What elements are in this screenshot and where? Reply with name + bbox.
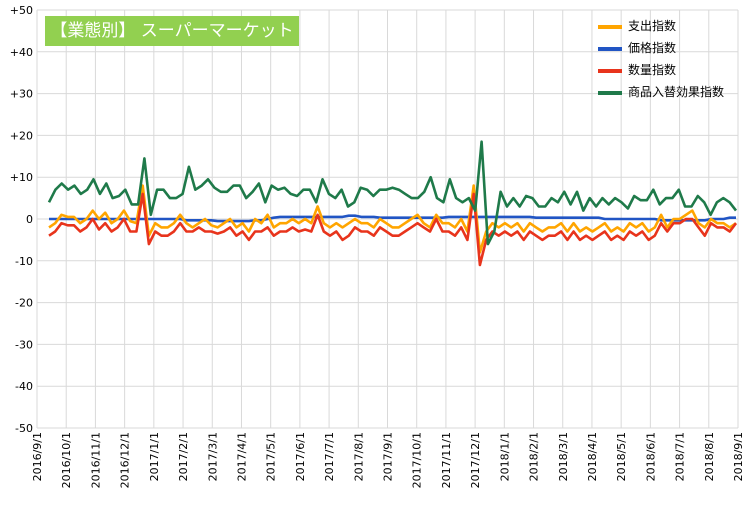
legend-swatch-replacement bbox=[598, 91, 622, 95]
legend-swatch-quantity bbox=[598, 69, 622, 73]
series-line-1 bbox=[49, 214, 736, 223]
legend-item-quantity: 数量指数 bbox=[598, 62, 738, 84]
x-tick-label: 2018/7/1 bbox=[674, 432, 687, 481]
legend-item-expenditure: 支出指数 bbox=[598, 18, 738, 40]
y-tick-label: 0 bbox=[26, 213, 33, 226]
x-tick-label: 2018/1/1 bbox=[498, 432, 511, 481]
x-tick-label: 2017/7/1 bbox=[323, 432, 336, 481]
y-tick-label: -10 bbox=[15, 255, 33, 268]
y-tick-label: -40 bbox=[15, 380, 33, 393]
x-tick-label: 2018/9/1 bbox=[732, 432, 742, 481]
x-tick-label: 2016/11/1 bbox=[89, 432, 102, 488]
x-tick-label: 2017/2/1 bbox=[177, 432, 190, 481]
legend-label-quantity: 数量指数 bbox=[628, 63, 677, 77]
x-tick-label: 2017/11/1 bbox=[440, 432, 453, 488]
y-tick-label: +10 bbox=[10, 171, 33, 184]
x-tick-label: 2016/12/1 bbox=[119, 432, 132, 488]
series-line-2 bbox=[48, 192, 738, 267]
x-tick-label: 2018/3/1 bbox=[557, 432, 570, 481]
y-tick-label: -30 bbox=[15, 338, 33, 351]
legend-swatch-price bbox=[598, 47, 622, 51]
x-tick-label: 2017/12/1 bbox=[469, 432, 482, 488]
y-tick-label: +30 bbox=[10, 88, 33, 101]
y-tick-label: -50 bbox=[15, 422, 33, 435]
x-tick-label: 2017/9/1 bbox=[382, 432, 395, 481]
x-tick-label: 2016/10/1 bbox=[60, 432, 73, 488]
series-line-3 bbox=[47, 140, 738, 246]
legend-label-replacement: 商品入替効果指数 bbox=[628, 85, 725, 99]
x-tick-label: 2017/5/1 bbox=[265, 432, 278, 481]
x-tick-label: 2017/6/1 bbox=[294, 432, 307, 481]
legend-swatch-expenditure bbox=[598, 25, 622, 29]
series-lines bbox=[47, 140, 738, 267]
x-tick-label: 2016/9/1 bbox=[31, 432, 44, 481]
y-tick-label: +40 bbox=[10, 46, 33, 59]
legend: 支出指数 価格指数 数量指数 商品入替効果指数 bbox=[598, 18, 738, 106]
x-tick-label: 2017/8/1 bbox=[352, 432, 365, 481]
legend-label-price: 価格指数 bbox=[628, 41, 677, 55]
y-axis-ticks: +50 +40 +30 +20 +10 0 -10 -20 -30 -40 -50 bbox=[10, 4, 33, 435]
chart-title: 【業態別】 スーパーマーケット bbox=[50, 21, 294, 41]
x-tick-label: 2017/4/1 bbox=[235, 432, 248, 481]
legend-item-price: 価格指数 bbox=[598, 40, 738, 62]
x-tick-label: 2018/8/1 bbox=[703, 432, 716, 481]
x-tick-label: 2018/4/1 bbox=[586, 432, 599, 481]
x-tick-label: 2017/3/1 bbox=[206, 432, 219, 481]
legend-item-replacement: 商品入替効果指数 bbox=[598, 84, 738, 106]
y-tick-label: -20 bbox=[15, 297, 33, 310]
y-tick-label: +20 bbox=[10, 129, 33, 142]
chart-title-box: 【業態別】 スーパーマーケット bbox=[45, 16, 299, 46]
x-tick-label: 2018/5/1 bbox=[615, 432, 628, 481]
x-axis-ticks: 2016/9/1 2016/10/1 2016/11/1 2016/12/1 2017/… bbox=[31, 432, 742, 488]
x-tick-label: 2017/1/1 bbox=[148, 432, 161, 481]
x-tick-label: 2018/6/1 bbox=[644, 432, 657, 481]
x-tick-label: 2017/10/1 bbox=[411, 432, 424, 488]
legend-label-expenditure: 支出指数 bbox=[628, 19, 677, 33]
series-line-0 bbox=[48, 184, 737, 254]
x-tick-label: 2018/2/1 bbox=[528, 432, 541, 481]
y-tick-label: +50 bbox=[10, 4, 33, 17]
